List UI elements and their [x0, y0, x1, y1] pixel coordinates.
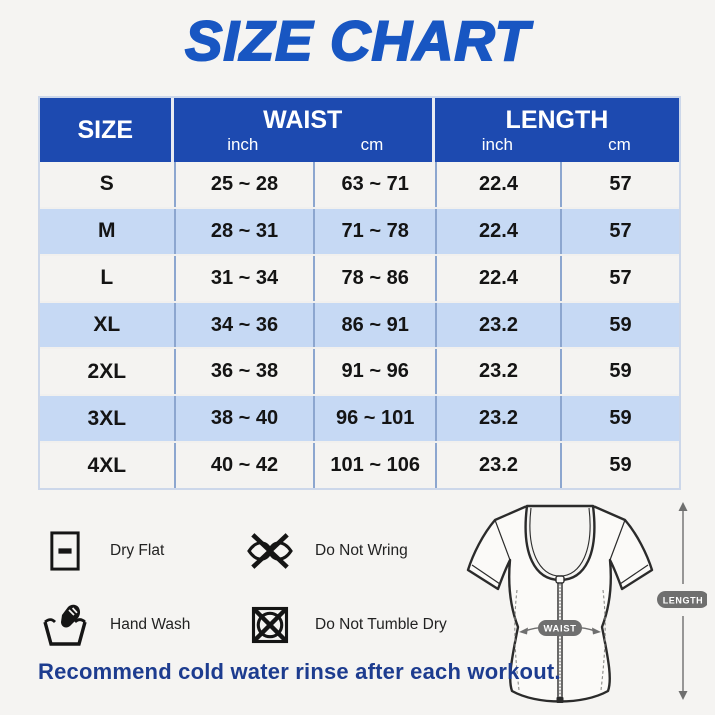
cell-waist-inch: 40 ~ 42: [173, 443, 314, 489]
header-length: LENGTH: [505, 106, 609, 135]
cell-size: 2XL: [87, 359, 127, 383]
care-label: Dry Flat: [110, 542, 165, 559]
care-label: Do Not Tumble Dry: [315, 616, 447, 633]
cell-length-inch: 22.4: [434, 208, 560, 254]
cell-length-cm: 59: [560, 349, 679, 395]
cell-length-cm: 59: [560, 302, 679, 348]
care-instructions: Dry Flat Do Not Wring: [40, 520, 495, 656]
table-row: 3XL 38 ~ 40 96 ~ 101 23.2 59: [40, 394, 679, 442]
hand-wash-icon: [40, 600, 90, 650]
cell-length-cm: 59: [560, 396, 679, 442]
header-waist-inch: inch: [227, 134, 259, 154]
length-badge: [657, 591, 709, 608]
do-not-tumble-dry-icon: [245, 600, 295, 650]
cell-waist-cm: 71 ~ 78: [313, 208, 434, 254]
cell-length-cm: 57: [560, 255, 679, 301]
cell-length-cm: 57: [560, 162, 679, 207]
care-label: Hand Wash: [110, 616, 191, 633]
table-row: 4XL 40 ~ 42 101 ~ 106 23.2 59: [40, 441, 679, 489]
garment-diagram: WAIST LENGTH: [455, 494, 709, 715]
cell-length-inch: 23.2: [434, 396, 560, 442]
cell-waist-inch: 25 ~ 28: [173, 162, 314, 207]
waist-badge-label: WAIST: [543, 624, 576, 635]
cell-waist-cm: 91 ~ 96: [313, 349, 434, 395]
care-note: Recommend cold water rinse after each wo…: [38, 659, 561, 684]
do-not-wring-icon: [245, 526, 295, 576]
cell-size: 3XL: [87, 406, 127, 430]
cell-size: S: [99, 172, 114, 196]
header-waist-cm: cm: [360, 134, 384, 154]
cell-waist-inch: 38 ~ 40: [173, 396, 314, 442]
cell-length-inch: 23.2: [434, 443, 560, 489]
cell-waist-inch: 31 ~ 34: [173, 255, 314, 301]
table-row: L 31 ~ 34 78 ~ 86 22.4 57: [40, 253, 679, 301]
header-waist-group: WAIST inch cm: [174, 98, 435, 162]
cell-size: L: [100, 266, 114, 290]
care-item-do-not-wring: Do Not Wring: [245, 520, 495, 582]
cell-waist-cm: 63 ~ 71: [313, 162, 434, 207]
cell-length-inch: 23.2: [434, 302, 560, 348]
waist-badge: [538, 620, 582, 636]
table-row: XL 34 ~ 36 86 ~ 91 23.2 59: [40, 300, 679, 348]
cell-waist-inch: 34 ~ 36: [173, 302, 314, 348]
care-item-dry-flat: Dry Flat: [40, 520, 245, 582]
care-label: Do Not Wring: [315, 542, 408, 559]
cell-waist-cm: 101 ~ 106: [313, 443, 434, 489]
cell-waist-inch: 28 ~ 31: [173, 208, 314, 254]
cell-length-inch: 22.4: [434, 162, 560, 207]
length-badge-label: LENGTH: [663, 596, 704, 606]
table-row: S 25 ~ 28 63 ~ 71 22.4 57: [40, 162, 679, 207]
care-item-hand-wash: Hand Wash: [40, 594, 245, 656]
cell-size: XL: [93, 313, 121, 336]
header-length-inch: inch: [481, 134, 513, 154]
header-length-cm: cm: [608, 134, 631, 154]
cell-length-cm: 59: [560, 443, 679, 489]
dry-flat-icon: [40, 526, 90, 576]
table-row: M 28 ~ 31 71 ~ 78 22.4 57: [40, 206, 679, 254]
header-waist: WAIST: [263, 106, 343, 135]
care-item-do-not-tumble-dry: Do Not Tumble Dry: [245, 594, 495, 656]
size-table: SIZE WAIST inch cm LENGTH inch cm S 25 ~…: [38, 96, 681, 490]
cell-waist-cm: 86 ~ 91: [313, 302, 434, 348]
cell-size: 4XL: [87, 453, 127, 477]
header-length-group: LENGTH inch cm: [435, 98, 679, 162]
table-row: 2XL 36 ~ 38 91 ~ 96 23.2 59: [40, 347, 679, 395]
cell-length-inch: 23.2: [434, 349, 560, 395]
table-header: SIZE WAIST inch cm LENGTH inch cm: [40, 98, 679, 162]
cell-size: M: [98, 219, 116, 243]
cell-waist-cm: 78 ~ 86: [313, 255, 434, 301]
cell-waist-inch: 36 ~ 38: [173, 349, 314, 395]
header-size: SIZE: [40, 98, 174, 162]
cell-waist-cm: 96 ~ 101: [313, 396, 434, 442]
page-title: SIZE CHART: [184, 9, 530, 72]
table-body: S 25 ~ 28 63 ~ 71 22.4 57 M 28 ~ 31 71 ~…: [40, 162, 679, 489]
cell-length-inch: 22.4: [434, 255, 560, 301]
cell-length-cm: 57: [560, 208, 679, 254]
